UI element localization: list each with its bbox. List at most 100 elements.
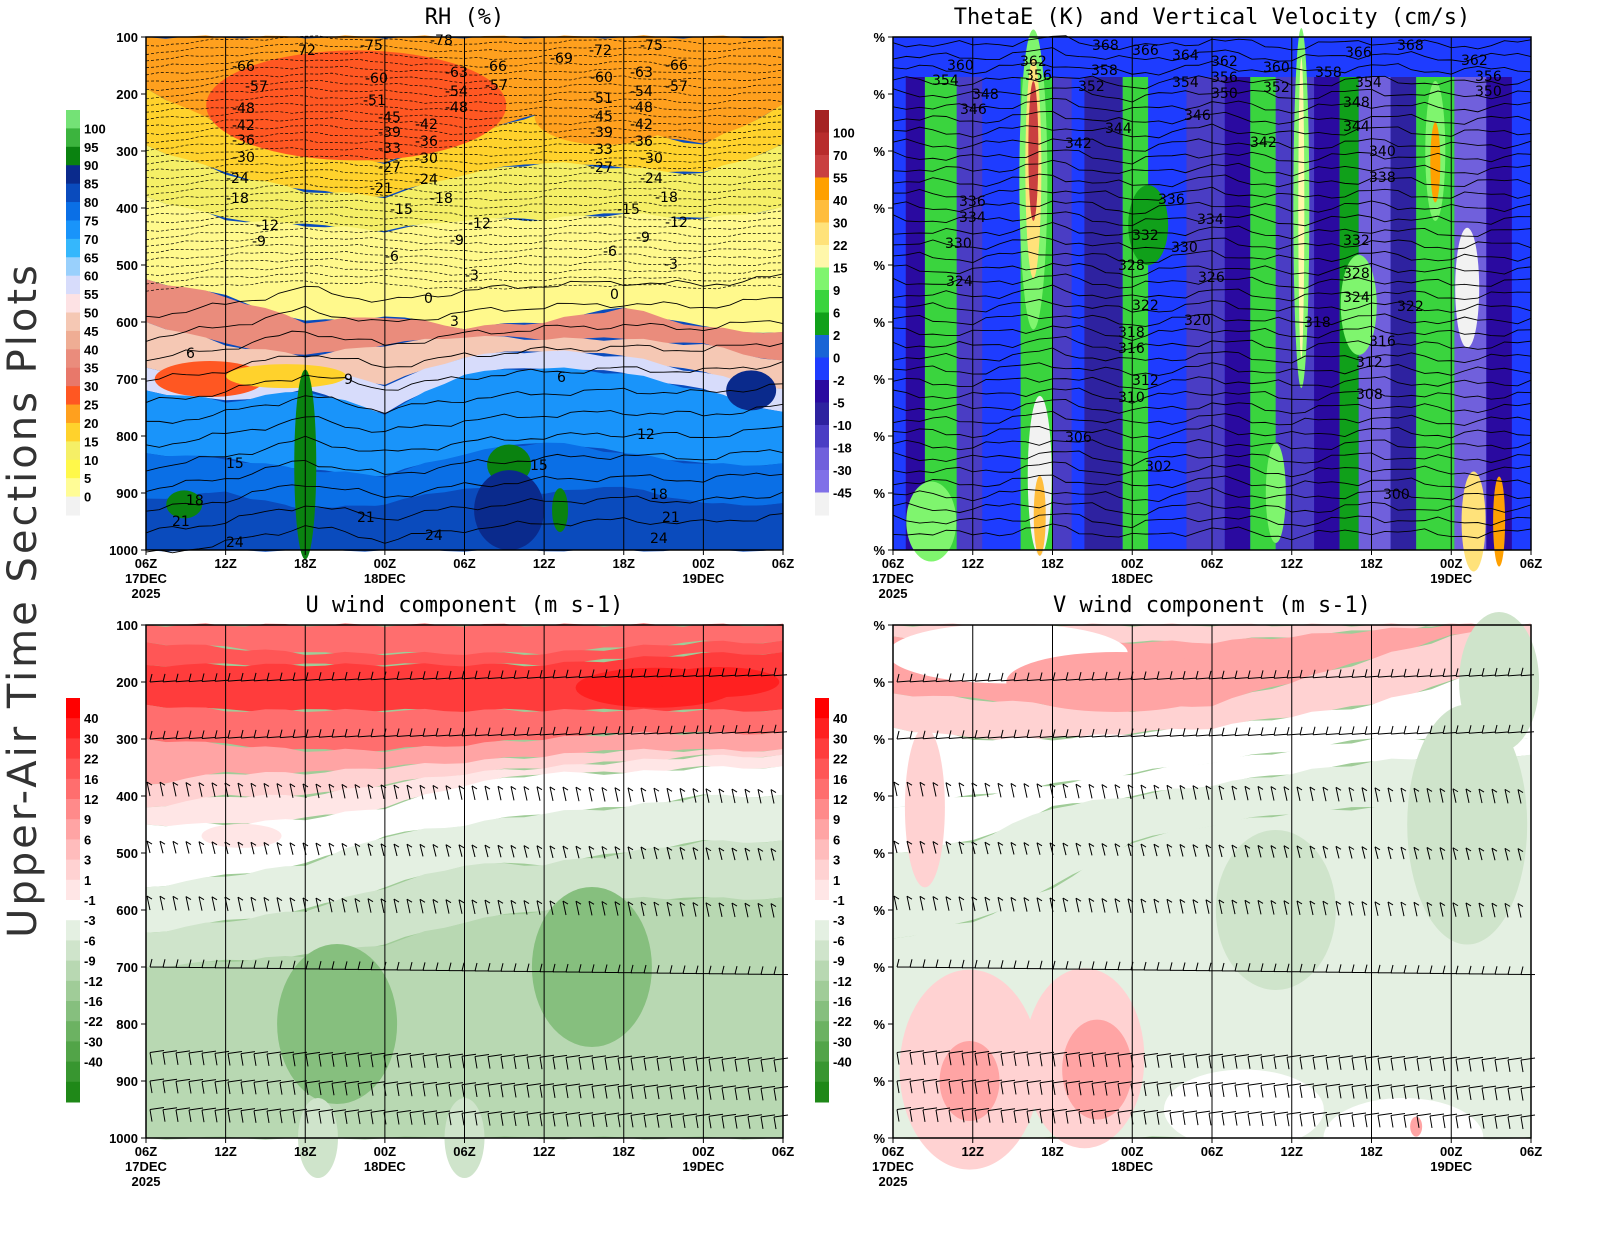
wind-barb-flag <box>1400 787 1407 792</box>
wind-barb-flag <box>734 667 738 677</box>
wind-barb-flag <box>253 1082 257 1095</box>
wind-barb-flag <box>1260 727 1264 736</box>
wind-barb-flag <box>656 965 660 974</box>
contour-label: -24 <box>226 171 249 187</box>
wind-barb-flag <box>1270 900 1277 905</box>
wind-barb-flag <box>445 785 452 790</box>
colorbar-swatch <box>66 386 80 406</box>
wind-barb-shaft <box>1325 676 1340 679</box>
colorbar-swatch <box>815 920 829 941</box>
wind-barb-shaft <box>1104 1109 1120 1113</box>
wind-barb-shaft <box>1374 787 1379 802</box>
wind-barb-shaft <box>1114 898 1119 913</box>
wind-barb-flag <box>1208 1056 1212 1069</box>
wind-barb-shaft <box>1517 903 1522 918</box>
wind-barb-flag <box>1101 898 1108 902</box>
contour-label: 354 <box>1172 75 1199 91</box>
x-tick-label: 00Z <box>692 1144 714 1159</box>
wind-barb-shaft <box>1026 1080 1042 1084</box>
colorbar-label: 40 <box>84 711 98 726</box>
wind-barb-flag <box>422 1112 426 1125</box>
colorbar-swatch <box>815 718 829 739</box>
wind-barb-shaft <box>396 734 411 737</box>
wind-barb-shaft <box>1429 732 1444 735</box>
contour-label: -30 <box>640 151 663 167</box>
colorbar-label: 40 <box>833 193 847 208</box>
wind-barb-shaft <box>328 843 333 856</box>
contour-label: -36 <box>415 134 438 150</box>
wind-barb-flag <box>552 1057 556 1070</box>
wind-barb-shaft <box>1494 674 1509 677</box>
wind-barb-flag <box>734 1116 738 1129</box>
wind-barb-flag <box>1205 844 1212 849</box>
wind-barb-shaft <box>734 1057 750 1061</box>
wind-barb-shaft <box>757 789 762 804</box>
contour-label: 368 <box>1397 38 1424 54</box>
wind-barb-shaft <box>1400 788 1405 803</box>
wind-barb-flag <box>909 959 913 968</box>
wind-barb-shaft <box>601 901 606 916</box>
wind-barb-shaft <box>562 900 567 916</box>
y-tick-label: 500 <box>116 258 138 273</box>
x-tick-label: 18Z <box>1041 1144 1063 1159</box>
wind-barb-flag <box>1052 1082 1056 1096</box>
colorbar-label: 9 <box>833 812 840 827</box>
wind-barb-flag <box>354 843 361 847</box>
wind-barb-shaft <box>1309 900 1314 916</box>
wind-barb-shaft <box>370 735 385 738</box>
wind-barb-flag <box>909 673 913 682</box>
wind-barb-shaft <box>1413 902 1418 917</box>
wind-barb-flag <box>601 901 608 905</box>
wind-barb-flag <box>1104 961 1108 970</box>
colorbar-swatch <box>66 478 80 498</box>
wind-barb-shaft <box>1403 1056 1419 1060</box>
wind-barb-shaft <box>422 677 437 680</box>
wind-barb-flag <box>565 669 569 678</box>
wind-barb-flag <box>1091 1054 1095 1067</box>
wind-barb-flag <box>1387 901 1394 906</box>
wind-barb-shaft <box>682 1056 698 1060</box>
wind-barb-flag <box>1442 1087 1446 1100</box>
wind-barb-shaft <box>760 1114 776 1118</box>
wind-barb-shaft <box>1403 675 1418 678</box>
x-date-label: 18DEC <box>364 571 407 586</box>
wind-barb-shaft <box>1338 1112 1354 1116</box>
wind-barb-shaft <box>1403 1113 1419 1117</box>
wind-barb-flag <box>328 897 335 902</box>
wind-barb-flag <box>1468 668 1472 677</box>
wind-barb-flag <box>1000 1110 1004 1123</box>
wind-barb-shaft <box>146 781 151 797</box>
wind-barb-shaft <box>448 1053 464 1057</box>
wind-barb-flag <box>653 846 660 851</box>
wind-barb-shaft <box>211 841 216 854</box>
wind-barb-flag <box>510 785 517 790</box>
wind-barb-flag <box>974 1110 978 1123</box>
wind-barb-flag <box>172 840 179 845</box>
wind-barb-shaft <box>1127 898 1132 913</box>
wind-barb-shaft <box>159 782 164 797</box>
wind-barb-flag <box>471 899 478 904</box>
wind-barb-flag <box>721 1059 725 1072</box>
wind-barb-flag <box>305 729 309 738</box>
wind-barb-shaft <box>578 1112 594 1116</box>
colorbar-swatch <box>66 738 80 760</box>
wind-barb-flag <box>149 673 153 683</box>
wind-barb-shaft <box>1117 1081 1133 1085</box>
wind-barb-flag <box>266 960 270 969</box>
x-tick-label: 06Z <box>1201 1144 1223 1159</box>
wind-barb-shaft <box>922 1107 938 1111</box>
wind-barb-flag <box>328 842 335 847</box>
wind-barb-flag <box>588 845 595 850</box>
wind-barb-shaft <box>1234 1054 1250 1058</box>
wind-barb-flag <box>945 841 952 846</box>
wind-barb-flag <box>1338 726 1342 735</box>
wind-barb-shaft <box>370 1081 386 1085</box>
wind-barb-shaft <box>396 1081 412 1085</box>
wind-barb-flag <box>1091 1111 1095 1124</box>
wind-barb-flag <box>1296 845 1303 850</box>
colorbar-label: 2 <box>833 328 840 343</box>
x-date-label: 19DEC <box>1430 571 1473 586</box>
wind-barb-flag <box>640 787 647 792</box>
wind-barb-shaft <box>656 732 671 735</box>
rh-dry-core <box>226 364 347 389</box>
